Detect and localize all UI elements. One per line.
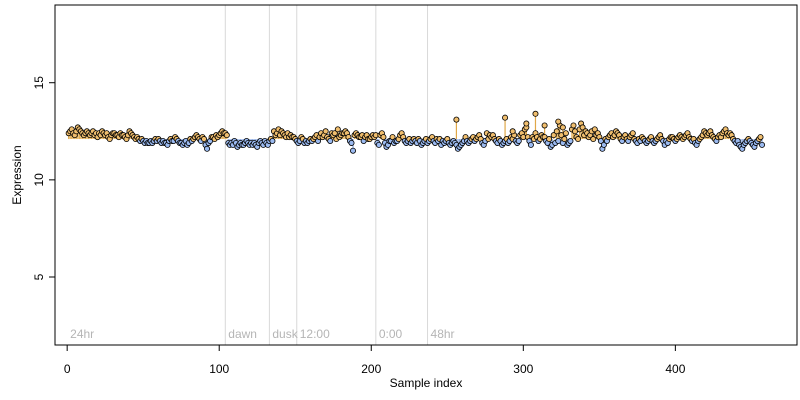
region-label: dusk <box>272 327 298 341</box>
data-point <box>553 128 560 135</box>
x-tick-label: 200 <box>361 362 381 376</box>
data-point <box>600 141 607 148</box>
data-point <box>201 136 208 143</box>
data-point <box>350 147 357 154</box>
data-point <box>322 128 329 135</box>
data-point <box>331 130 338 137</box>
data-point <box>380 134 387 141</box>
region-label: 48hr <box>431 327 455 341</box>
data-point <box>590 136 597 143</box>
region-dividers <box>224 5 429 345</box>
data-point <box>532 110 539 117</box>
data-point <box>629 130 636 137</box>
data-point <box>509 128 516 135</box>
data-point <box>375 141 382 148</box>
data-point <box>269 137 276 144</box>
region-label: dawn <box>228 327 257 341</box>
y-tick-label: 5 <box>32 273 46 280</box>
x-tick-label: 0 <box>64 362 71 376</box>
data-point <box>757 134 764 141</box>
data-point <box>561 136 568 143</box>
x-tick-label: 100 <box>209 362 229 376</box>
data-point <box>570 122 577 129</box>
data-point <box>541 122 548 129</box>
y-tick-label: 15 <box>32 76 46 90</box>
data-point <box>389 134 396 141</box>
data-point <box>223 132 230 139</box>
y-axis: 5 10 15 <box>32 76 56 280</box>
y-axis-title: Expression <box>10 145 24 204</box>
data-point <box>591 126 598 133</box>
region-label: 0:00 <box>379 327 403 341</box>
data-point <box>527 141 534 148</box>
data-point <box>579 124 586 131</box>
data-point <box>523 120 530 127</box>
data-point <box>575 136 582 143</box>
data-point <box>550 132 557 139</box>
data-point <box>562 130 569 137</box>
plot-frame <box>54 4 798 346</box>
data-point <box>327 137 334 144</box>
data-point <box>759 141 766 148</box>
x-tick-label: 300 <box>513 362 533 376</box>
data-point <box>502 114 509 121</box>
region-labels: 24hr dawn dusk 12:00 0:00 48hr <box>70 327 454 341</box>
data-point <box>567 137 574 144</box>
x-axis: 0 100 200 300 400 <box>64 344 686 376</box>
x-axis-title: Sample index <box>390 376 463 390</box>
data-point <box>453 116 460 123</box>
data-point <box>348 139 355 146</box>
data-point <box>546 136 553 143</box>
x-tick-label: 400 <box>665 362 685 376</box>
data-point <box>559 124 566 131</box>
data-point <box>555 118 562 125</box>
data-point <box>204 145 211 152</box>
data-points <box>65 110 766 154</box>
data-point <box>334 126 341 133</box>
data-point <box>515 137 522 144</box>
y-tick-label: 10 <box>32 173 46 187</box>
region-label: 24hr <box>70 327 94 341</box>
region-label: 12:00 <box>300 327 330 341</box>
